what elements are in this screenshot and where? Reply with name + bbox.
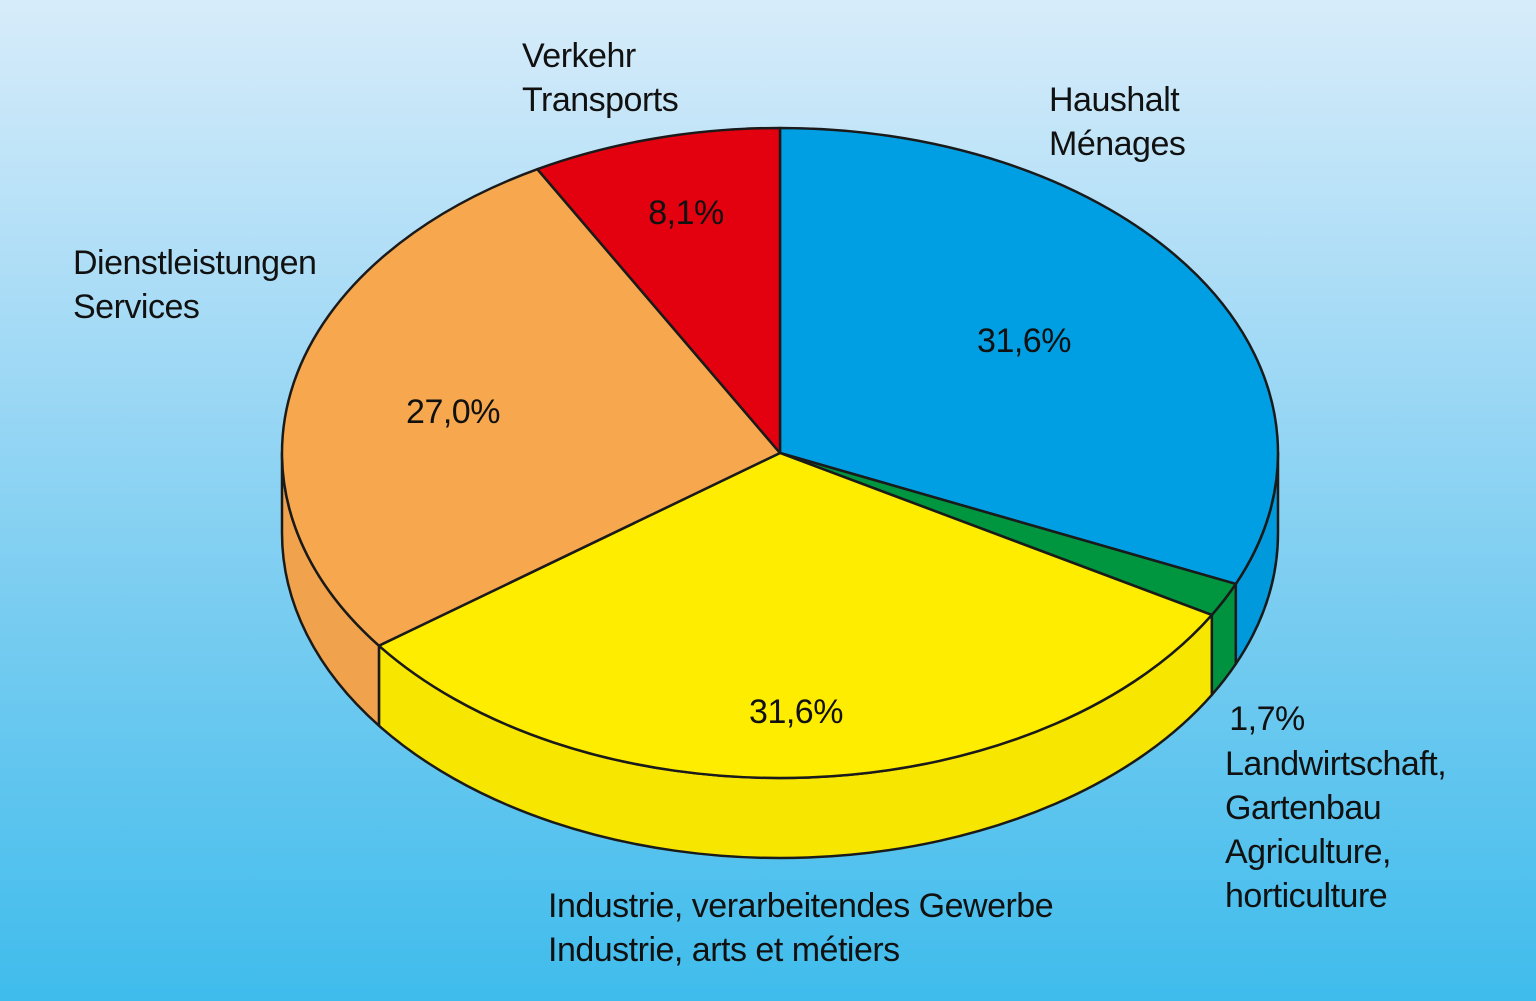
label-line: horticulture [1225,877,1388,915]
label-line: Transports [522,81,679,119]
pie-slice-dienstleistungen [280,167,782,647]
label-line: Agriculture, [1225,833,1391,871]
label-line: Landwirtschaft, [1225,745,1447,783]
label-landwirtschaft: Landwirtschaft, Gartenbau Agriculture, h… [1225,742,1447,918]
label-line: Industrie, verarbeitendes Gewerbe [548,887,1054,925]
label-line: Gartenbau [1225,789,1382,827]
label-line: Haushalt [1049,81,1180,119]
label-line: Verkehr [522,37,636,75]
label-verkehr: Verkehr Transports [522,34,679,122]
pie-slice-haushalt [778,126,1280,586]
value-label-landwirtschaft: 1,7% [1229,700,1305,738]
pie-slice-verkehr [536,126,782,455]
value-label-haushalt: 31,6% [977,322,1071,360]
pie-slice-industrie [377,451,1214,780]
value-label-verkehr: 8,1% [648,194,724,232]
label-industrie: Industrie, verarbeitendes Gewerbe Indust… [548,884,1054,972]
value-label-industrie: 31,6% [749,693,843,731]
label-line: Services [73,288,200,326]
label-dienstleistungen: Dienstleistungen Services [73,241,317,329]
label-line: Ménages [1049,125,1186,163]
label-line: Industrie, arts et métiers [548,931,900,969]
pie-top [280,126,1280,780]
value-label-dienstleistungen: 27,0% [406,393,500,431]
label-haushalt: Haushalt Ménages [1049,78,1186,166]
label-line: Dienstleistungen [73,244,317,282]
